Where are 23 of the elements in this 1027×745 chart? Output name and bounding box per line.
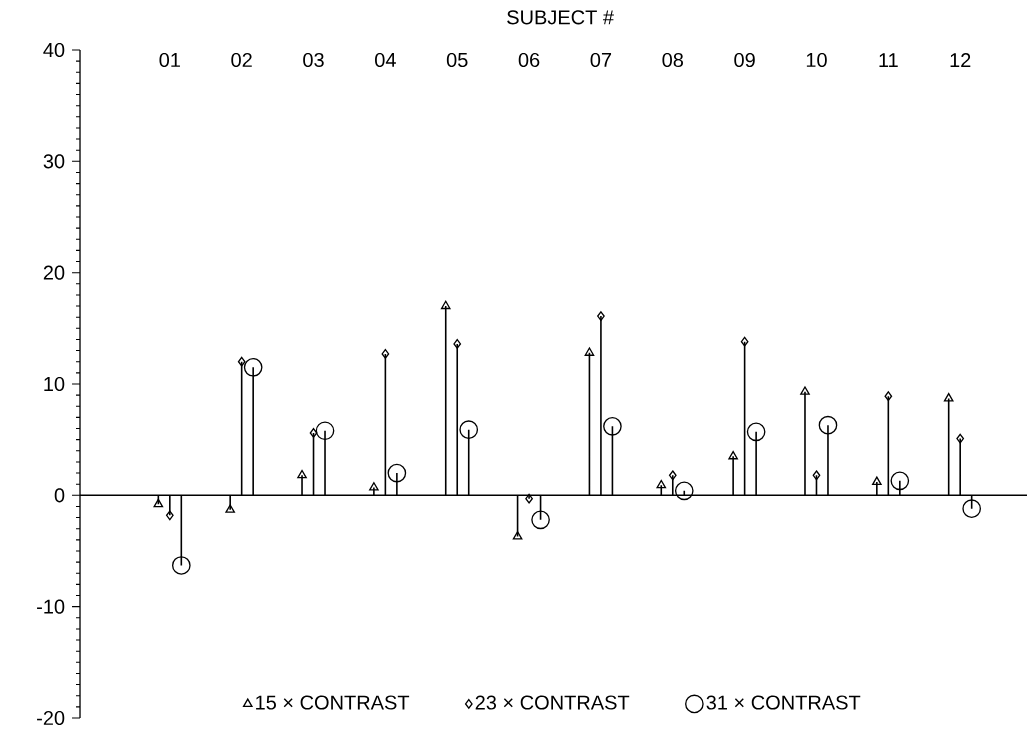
x-tick-label: 12 <box>950 53 971 68</box>
y-tick-label: 10 <box>44 376 65 392</box>
x-tick-label: 07 <box>590 52 612 68</box>
y-tick-label: 20 <box>43 265 65 280</box>
y-tick-label: -20 <box>37 710 65 726</box>
x-tick-label: 05 <box>446 52 468 68</box>
x-tick-label: 08 <box>662 52 684 68</box>
x-axis-title: SUBJECT # <box>507 10 614 25</box>
y-tick-label: 30 <box>43 154 65 169</box>
legend-label: 15 × CONTRAST <box>256 695 410 710</box>
x-tick-label: 11 <box>879 53 898 68</box>
x-tick-label: 03 <box>303 52 324 68</box>
x-tick-label: 06 <box>518 52 540 68</box>
x-tick-label: 10 <box>806 52 827 68</box>
y-tick-label: 0 <box>54 488 65 503</box>
x-tick-label: 01 <box>159 52 180 68</box>
x-tick-label: 04 <box>375 52 396 68</box>
x-tick-label: 09 <box>734 52 755 68</box>
x-tick-label: 02 <box>231 52 252 68</box>
y-tick-label: 40 <box>43 42 65 58</box>
legend-label: 23 × CONTRAST <box>475 695 630 710</box>
legend-label: 31 × CONTRAST <box>706 695 861 710</box>
y-tick-label: -10 <box>37 599 65 614</box>
